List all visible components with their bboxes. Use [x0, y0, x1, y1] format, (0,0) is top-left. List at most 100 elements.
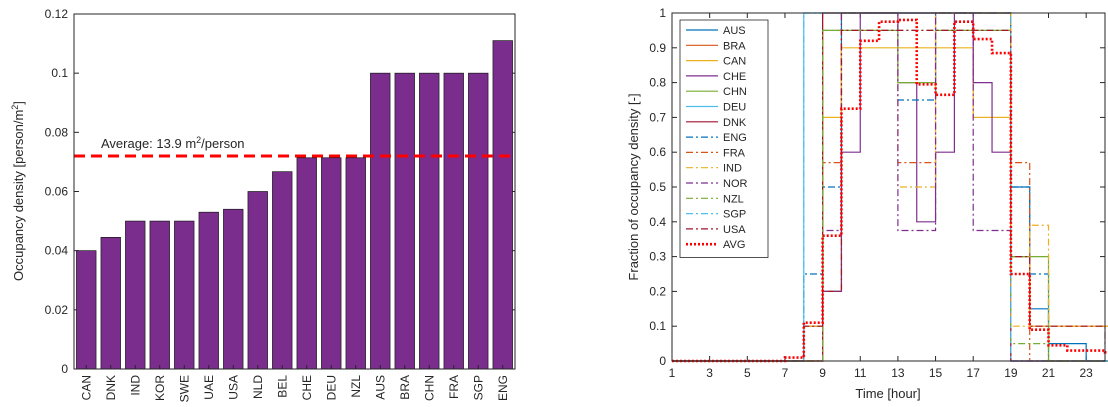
line-x-axis-label: Time [hour]	[855, 386, 920, 401]
line-x-tick-label: 11	[854, 366, 867, 380]
line-y-tick-label: 0.6	[649, 145, 666, 159]
bar	[76, 250, 97, 370]
bar-x-tick-label: AUS	[373, 375, 387, 400]
bar	[345, 157, 366, 370]
line-x-tick-label: 21	[1042, 366, 1056, 380]
line-chart: 00.10.20.30.40.50.60.70.80.91 1 3 5 7 9 11 13 1…	[626, 6, 1108, 401]
legend-label: NZL	[723, 193, 744, 205]
bar-x-tick-label: USA	[226, 375, 240, 400]
line-x-tick-label: 3	[706, 366, 713, 380]
bar	[296, 157, 317, 370]
line-x-tick-label: 23	[1079, 366, 1093, 380]
legend-label: CHN	[723, 86, 747, 98]
bar	[272, 171, 293, 370]
line-y-tick-label: 0.8	[649, 76, 666, 90]
bar-x-tick-label: BRA	[398, 375, 412, 400]
bar-x-tick-label: FRA	[447, 375, 461, 399]
bar	[492, 40, 513, 370]
bar-axes-box	[73, 13, 516, 370]
bar	[247, 191, 268, 370]
line-y-tick-label: 0.5	[649, 180, 666, 194]
bar-y-tick-label: 0.06	[45, 185, 69, 199]
bar-y-tick-label: 0	[61, 362, 68, 376]
average-label-text: Average: 13.9 m	[101, 136, 196, 151]
legend-label: SGP	[723, 209, 746, 221]
line-x-tick-label: 1	[669, 366, 676, 380]
legend-label: DEU	[723, 102, 746, 114]
legend-label: FRA	[723, 147, 746, 159]
bars	[76, 40, 513, 370]
bar-plot-area	[74, 14, 515, 369]
bar	[468, 72, 489, 370]
line-y-tick-label: 1	[659, 6, 666, 20]
bar	[125, 220, 146, 370]
bar	[443, 72, 464, 370]
bar-y-axis: 0 0.02 0.04 0.06 0.08 0.1 0.12	[45, 7, 515, 376]
line-x-tick-label: 7	[782, 366, 789, 380]
bar	[419, 72, 440, 370]
bar	[198, 211, 219, 370]
bar-y-tick-label: 0.02	[45, 303, 69, 317]
bar	[370, 72, 391, 370]
bar-y-axis-label-end: ]	[11, 101, 26, 105]
bar-y-axis-label-sup: 2	[10, 105, 20, 110]
bar-y-tick-label: 0.1	[51, 66, 68, 80]
line-x-tick-label: 5	[744, 366, 751, 380]
legend-label: AVG	[723, 239, 745, 251]
line-y-tick-label: 0.1	[649, 319, 666, 333]
bar-y-tick-label: 0.04	[45, 244, 69, 258]
bar	[149, 220, 170, 370]
line-y-tick-label: 0.4	[649, 215, 666, 229]
bar-y-tick-label: 0.08	[45, 125, 69, 139]
line-y-tick-label: 0.3	[649, 250, 666, 264]
legend-label: BRA	[723, 40, 746, 52]
bar-x-tick-label: DNK	[104, 375, 118, 400]
legend-label: ENG	[723, 132, 747, 144]
bar-x-tick-label: SGP	[471, 375, 485, 400]
bar-chart: 0 0.02 0.04 0.06 0.08 0.1 0.12 CAN DNK IND KOR SWE…	[10, 7, 516, 402]
line-y-tick-label: 0	[659, 354, 666, 368]
line-axes-box	[671, 12, 1106, 362]
legend-label: CHE	[723, 71, 746, 83]
average-label-end: /person	[201, 136, 244, 151]
line-y-tick-label: 0.2	[649, 284, 666, 298]
bar	[174, 220, 195, 370]
legend-label: AUS	[723, 25, 746, 37]
line-y-axis-label: Fraction of occupancy density [-]	[626, 93, 641, 280]
legend-label: NOR	[723, 178, 748, 190]
line-y-axis: 0 0.1 0.2 0.3 0.4 0.5 0.6 0.7 0.8 0.9 1	[649, 6, 1105, 368]
line-x-tick-label: 19	[1004, 366, 1018, 380]
line-y-tick-label: 0.7	[649, 110, 666, 124]
bar-y-axis-label: Occupancy density [person/m2]	[10, 101, 26, 281]
average-marker: Average: 13.9 m2/person	[74, 135, 515, 158]
bar-y-axis-label-text: Occupancy density [person/m	[11, 110, 26, 281]
bar-x-tick-label: BEL	[275, 375, 289, 398]
bar-x-tick-label: KOR	[153, 375, 167, 401]
bar-x-tick-label: UAE	[202, 375, 216, 400]
bar	[223, 208, 244, 370]
bar	[321, 157, 342, 370]
bar-x-tick-label: NZL	[349, 375, 363, 398]
line-x-tick-label: 15	[929, 366, 943, 380]
bar-x-tick-label: CAN	[79, 375, 93, 400]
series-line-avg	[672, 18, 1108, 363]
bar-x-tick-label: DEU	[324, 375, 338, 400]
legend-label: USA	[723, 224, 746, 236]
legend: AUS BRA CAN CHE CHN DEU DNK ENG FRA IND NOR NZL SGP U…	[679, 19, 769, 258]
legend-label: DNK	[723, 117, 747, 129]
bar-x-tick-label: SWE	[177, 375, 191, 402]
line-x-tick-label: 13	[891, 366, 905, 380]
bar-x-tick-label: ENG	[496, 375, 510, 401]
line-y-tick-label: 0.9	[649, 41, 666, 55]
legend-label: IND	[723, 163, 742, 175]
bar-x-axis: CAN DNK IND KOR SWE UAE USA NLD BEL CHE DEU NZL AUS B…	[79, 365, 510, 402]
line-x-tick-label: 17	[967, 366, 981, 380]
bar-x-tick-label: CHN	[422, 375, 436, 401]
bar	[100, 237, 121, 370]
bar-x-tick-label: IND	[128, 375, 142, 396]
average-label-sup: 2	[196, 135, 201, 145]
bar-y-tick-label: 0.12	[45, 7, 69, 21]
average-label: Average: 13.9 m2/person	[101, 135, 245, 151]
legend-label: CAN	[723, 56, 746, 68]
